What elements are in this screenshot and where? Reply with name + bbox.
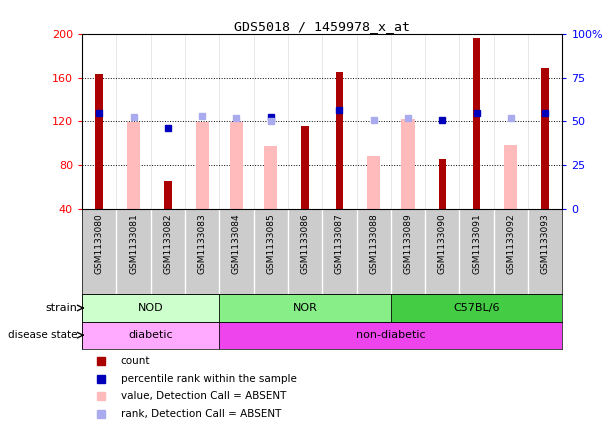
Text: rank, Detection Call = ABSENT: rank, Detection Call = ABSENT — [120, 409, 281, 419]
Text: GSM1133087: GSM1133087 — [335, 213, 344, 274]
Text: NOR: NOR — [292, 303, 317, 313]
Bar — [82, 321, 219, 349]
Bar — [391, 294, 562, 321]
Text: GSM1133090: GSM1133090 — [438, 213, 447, 274]
Bar — [127, 122, 140, 209]
Text: GSM1133082: GSM1133082 — [164, 213, 172, 274]
Text: disease state: disease state — [8, 330, 77, 340]
Text: GSM1133088: GSM1133088 — [369, 213, 378, 274]
Text: GSM1133081: GSM1133081 — [129, 213, 138, 274]
Bar — [505, 146, 517, 209]
Text: GSM1133084: GSM1133084 — [232, 213, 241, 274]
Bar — [219, 294, 391, 321]
Text: non-diabetic: non-diabetic — [356, 330, 426, 340]
Bar — [438, 159, 446, 209]
Bar — [264, 146, 277, 209]
Bar — [82, 294, 219, 321]
Text: count: count — [120, 357, 150, 366]
Bar — [367, 157, 380, 209]
Title: GDS5018 / 1459978_x_at: GDS5018 / 1459978_x_at — [234, 20, 410, 33]
Text: strain: strain — [46, 303, 77, 313]
Bar — [401, 119, 415, 209]
Bar — [219, 321, 562, 349]
Bar — [95, 74, 103, 209]
Text: value, Detection Call = ABSENT: value, Detection Call = ABSENT — [120, 391, 286, 401]
Text: GSM1133080: GSM1133080 — [95, 213, 104, 274]
Text: GSM1133093: GSM1133093 — [541, 213, 550, 274]
Text: NOD: NOD — [138, 303, 164, 313]
Bar — [473, 38, 480, 209]
Bar — [542, 68, 549, 209]
Text: diabetic: diabetic — [128, 330, 173, 340]
Bar — [196, 122, 209, 209]
Text: percentile rank within the sample: percentile rank within the sample — [120, 374, 296, 384]
Text: GSM1133086: GSM1133086 — [300, 213, 309, 274]
Bar — [230, 122, 243, 209]
Text: C57BL/6: C57BL/6 — [454, 303, 500, 313]
Bar — [302, 126, 309, 209]
Bar — [164, 181, 171, 209]
Bar — [336, 72, 343, 209]
Text: GSM1133092: GSM1133092 — [506, 213, 516, 274]
Text: GSM1133083: GSM1133083 — [198, 213, 207, 274]
Text: GSM1133085: GSM1133085 — [266, 213, 275, 274]
Text: GSM1133091: GSM1133091 — [472, 213, 481, 274]
Text: GSM1133089: GSM1133089 — [404, 213, 412, 274]
